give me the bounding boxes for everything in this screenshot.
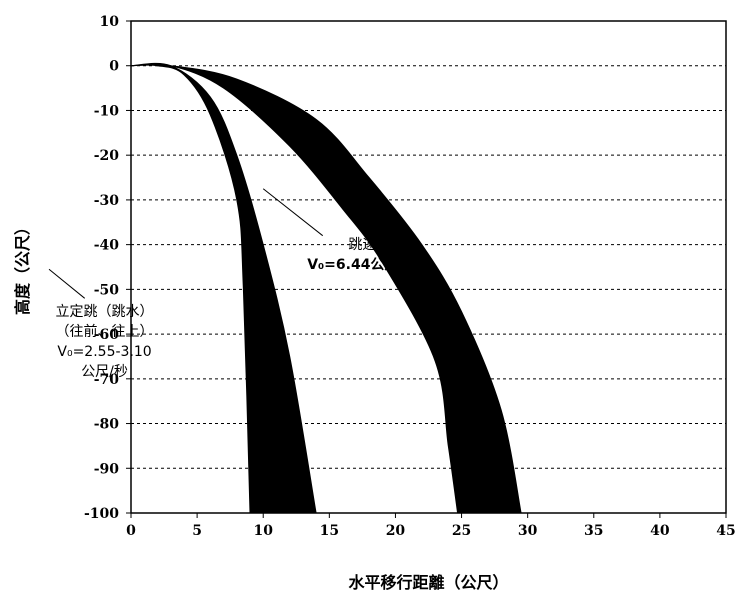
x-tick-label: 15 [320,523,339,539]
y-tick-label: -30 [94,193,120,209]
annotation-text-1: 跳遠 [348,237,376,253]
x-tick-label: 40 [650,523,670,539]
y-tick-label: -100 [84,506,119,522]
y-axis-title: 高度（公尺） [13,219,32,315]
x-tick-label: 10 [253,523,273,539]
annotation-text-2: 公尺/秒 [81,364,128,380]
x-tick-label: 30 [518,523,538,539]
annotation-text-2: （往前、往上） [56,323,154,340]
trajectory-band-1 [130,62,317,514]
trajectory-band-2 [130,63,522,514]
x-tick-label: 45 [716,523,735,539]
y-tick-label: -60 [94,327,120,343]
y-tick-label: -70 [94,372,120,388]
y-tick-label: -10 [94,103,120,119]
x-axis-title: 水平移行距離（公尺） [348,573,508,592]
annotation-text-1: V₀=6.44公尺/秒 [307,256,417,273]
y-tick-label: 0 [109,59,119,75]
annotation-pointer [262,188,324,237]
annotation-text-2: V₀=2.55-3.10 [57,344,151,360]
x-tick-label: 35 [584,523,603,539]
x-tick-label: 5 [192,523,202,539]
y-tick-label: -40 [94,238,120,254]
y-tick-label: -90 [94,461,120,477]
y-tick-label: -80 [94,417,120,433]
x-tick-label: 0 [126,523,136,539]
x-tick-label: 25 [452,523,471,539]
y-tick-label: -50 [94,282,120,298]
annotation-pointer [48,268,86,299]
y-tick-label: -20 [94,148,120,164]
annotation-text-2: 立定跳（跳水） [56,304,154,320]
y-tick-label: 10 [100,14,120,30]
x-tick-label: 20 [386,523,406,539]
